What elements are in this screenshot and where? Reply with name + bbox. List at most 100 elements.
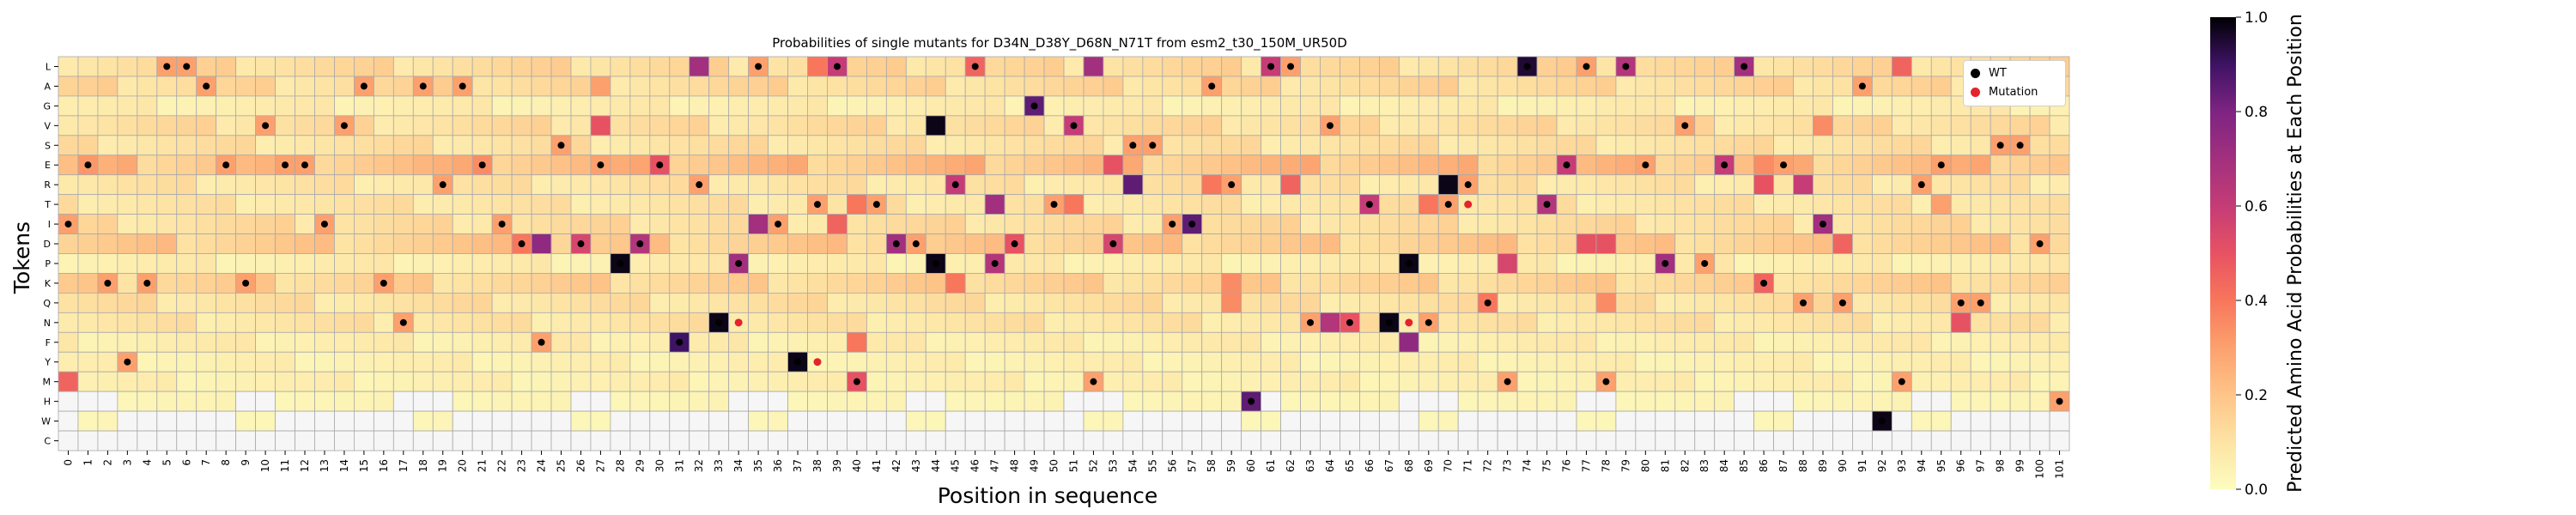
heatmap-cell: [708, 410, 730, 432]
heatmap-cell: [156, 351, 178, 373]
heatmap-cell: [1556, 331, 1577, 353]
heatmap-cell: [511, 253, 532, 274]
wt-marker: [1169, 221, 1176, 228]
heatmap-cell: [1280, 312, 1301, 333]
heatmap-cell: [491, 292, 513, 313]
heatmap-cell: [2049, 135, 2070, 156]
x-tick-label: 38: [811, 459, 823, 472]
heatmap-cell: [1261, 174, 1281, 196]
x-tick-label: 74: [1522, 459, 1534, 472]
heatmap-cell: [1970, 253, 1991, 274]
heatmap-cell: [354, 174, 374, 196]
heatmap-cell: [117, 391, 138, 412]
heatmap-cell: [235, 95, 257, 117]
heatmap-cell: [1734, 135, 1755, 156]
heatmap-cell: [1300, 430, 1321, 451]
heatmap-cell: [97, 371, 118, 392]
heatmap-cell: [1477, 253, 1498, 274]
heatmap-cell: [1813, 253, 1833, 274]
heatmap-cell: [1655, 331, 1676, 353]
heatmap-cell: [255, 292, 276, 313]
wt-marker: [932, 259, 939, 267]
heatmap-cell: [1083, 253, 1104, 274]
heatmap-cell: [235, 194, 257, 215]
heatmap-cell: [866, 351, 887, 373]
x-tick-label: 39: [831, 459, 843, 472]
heatmap-cell: [1004, 154, 1025, 176]
heatmap-cell: [1970, 214, 1991, 234]
heatmap-cell: [1398, 233, 1419, 254]
x-tick-label: 67: [1383, 459, 1395, 472]
heatmap-cell: [1162, 371, 1183, 392]
heatmap-cell: [1024, 312, 1045, 333]
heatmap-cell: [511, 95, 532, 117]
heatmap-cell: [1871, 56, 1893, 77]
heatmap-cell: [1832, 194, 1853, 215]
heatmap-cell: [2049, 312, 2070, 333]
heatmap-cell: [866, 56, 887, 77]
heatmap-cell: [2029, 174, 2050, 196]
heatmap-cell: [1891, 115, 1912, 136]
heatmap-cell: [216, 331, 237, 353]
x-tick-label: 79: [1619, 459, 1631, 472]
heatmap-cell: [1024, 292, 1045, 313]
heatmap-cell: [1063, 351, 1084, 373]
heatmap-cell: [295, 410, 315, 432]
heatmap-cell: [1990, 331, 2011, 353]
heatmap-cell: [1437, 95, 1459, 117]
colorbar: [2210, 17, 2236, 489]
heatmap-cell: [885, 430, 907, 451]
heatmap-cell: [1280, 273, 1301, 294]
heatmap-cell: [235, 430, 257, 451]
heatmap-cell: [945, 410, 966, 432]
chart-title: Probabilities of single mutants for D34N…: [772, 35, 1347, 52]
heatmap-cell: [1378, 351, 1400, 373]
heatmap-cell: [748, 331, 769, 353]
heatmap-cell: [984, 115, 1005, 136]
heatmap-cell: [1990, 391, 2011, 412]
heatmap-cell: [471, 76, 493, 97]
heatmap-cell: [334, 233, 355, 254]
heatmap-cell: [216, 292, 237, 313]
heatmap-cell: [432, 351, 453, 373]
heatmap-cell: [1576, 331, 1597, 353]
heatmap-cell: [1832, 430, 1853, 451]
heatmap-cell: [649, 135, 671, 156]
heatmap-cell: [295, 391, 315, 412]
heatmap-cell: [1398, 351, 1419, 373]
heatmap-cell: [314, 135, 335, 156]
heatmap-cell: [1320, 312, 1340, 333]
heatmap-cell: [491, 410, 513, 432]
heatmap-cell: [768, 253, 788, 274]
heatmap-cell: [669, 76, 690, 97]
heatmap-cell: [1083, 312, 1104, 333]
wt-marker: [1504, 378, 1511, 385]
heatmap-cell: [787, 430, 808, 451]
heatmap-cell: [1162, 56, 1183, 77]
heatmap-cell: [570, 312, 592, 333]
heatmap-cell: [1832, 56, 1853, 77]
heatmap-cell: [1359, 135, 1380, 156]
heatmap-cell: [787, 76, 808, 97]
heatmap-cell: [58, 95, 79, 117]
heatmap-cell: [905, 273, 927, 294]
heatmap-cell: [1437, 154, 1459, 176]
heatmap-cell: [1418, 76, 1439, 97]
heatmap-cell: [1516, 174, 1538, 196]
heatmap-cell: [1576, 391, 1597, 412]
wt-marker: [1188, 221, 1196, 228]
heatmap-cell: [1359, 391, 1380, 412]
heatmap-cell: [1340, 194, 1360, 215]
heatmap-cell: [77, 56, 99, 77]
heatmap-cell: [1437, 292, 1459, 313]
heatmap-cell: [984, 214, 1005, 234]
heatmap-cell: [964, 351, 986, 373]
heatmap-cell: [1852, 253, 1873, 274]
heatmap-cell: [1595, 430, 1617, 451]
heatmap-cell: [1398, 154, 1419, 176]
heatmap-cell: [354, 56, 374, 77]
heatmap-cell: [1674, 76, 1696, 97]
wt-marker: [242, 279, 250, 287]
heatmap-cell: [885, 194, 907, 215]
heatmap-cell: [1398, 292, 1419, 313]
